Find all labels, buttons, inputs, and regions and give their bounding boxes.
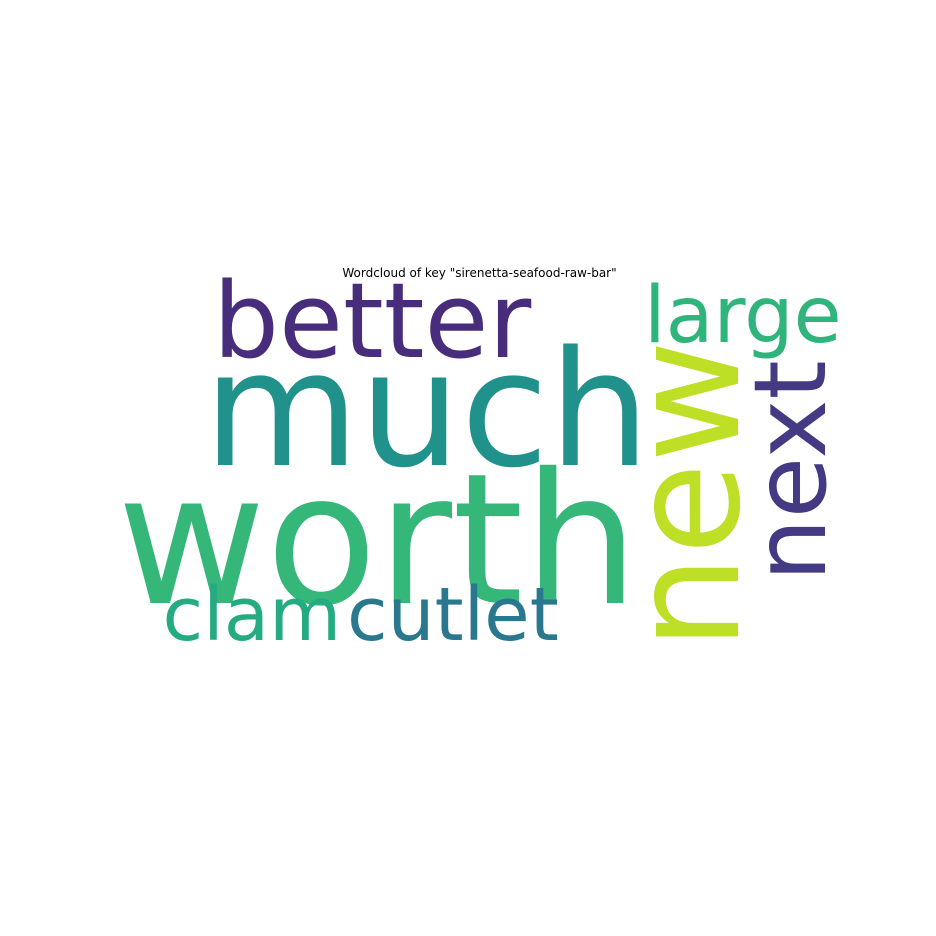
word-next: next	[731, 360, 849, 582]
word-cutlet: cutlet	[347, 572, 559, 658]
word-cloud: worth much new better next large cutlet clam	[117, 269, 849, 652]
word-large: large	[644, 271, 842, 361]
word-much: much	[203, 316, 651, 503]
word-worth: worth	[117, 434, 639, 646]
word-clam: clam	[162, 572, 342, 658]
chart-title: Wordcloud of key "sirenetta-seafood-raw-…	[342, 266, 617, 280]
word-better: better	[213, 260, 532, 382]
